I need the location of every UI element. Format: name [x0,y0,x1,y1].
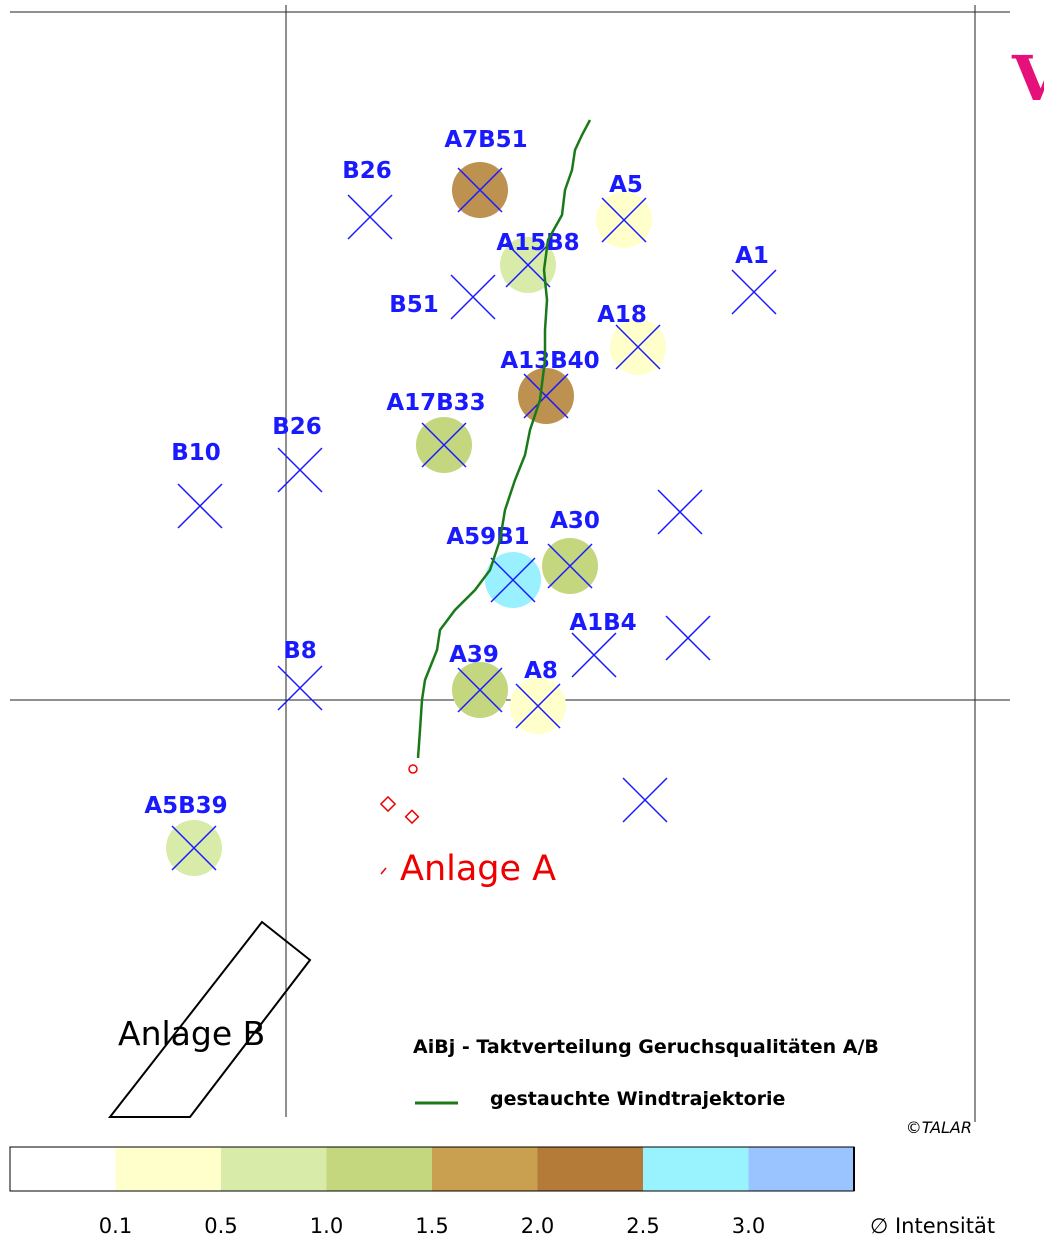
legend-item: AiBj - Taktverteilung Geruchsqualitäten … [413,1036,879,1058]
colorbar-cell [537,1147,643,1191]
marker-label: A13B40 [500,348,599,374]
anlage-b-label: Anlage B [118,1014,265,1053]
marker-label: A18 [597,302,647,328]
marker-label: B26 [342,158,392,184]
cross [347,194,393,240]
cross [490,557,536,603]
marker-label: B10 [171,440,221,466]
cross [277,447,323,493]
colorbar-tick-label: 1.5 [415,1214,448,1237]
marker-label: A8 [524,658,558,684]
markers: B26 A7B51 A5 A15B8 A1 B51 A18 A13B40 A17B33 B26 B1… [144,127,777,876]
cross [571,632,617,678]
colorbar-cell [10,1147,116,1191]
cross [277,665,323,711]
colorbar-tick-label: 3.0 [732,1214,765,1237]
wind-trajectory [416,119,592,759]
marker-label: A7B51 [444,127,527,153]
colorbar-label: ∅ Intensität [870,1214,995,1237]
marker-label: A1B4 [569,610,636,636]
cross [515,683,561,729]
legend-item: gestauchte Windtrajektorie [490,1088,785,1110]
marker-label: A1 [735,243,769,269]
colorbar-cell [326,1147,432,1191]
cross [731,269,777,315]
anlage-a-label: Anlage A [400,849,556,889]
grid-lines [10,5,1010,1122]
colorbar: 0.1 0.5 1.0 1.5 2.0 2.5 3.0 [9,1146,855,1237]
marker-label: A5B39 [144,793,227,819]
cross [171,825,217,871]
colorbar-tick-label: 2.5 [626,1214,659,1237]
colorbar-cell [748,1147,854,1191]
marker-label: A30 [550,508,600,534]
marker-label: A5 [609,172,643,198]
unlabeled-crosses [622,489,711,823]
colorbar-cell [432,1147,538,1191]
cross [457,667,503,713]
cross [450,274,496,320]
colorbar-tick-label: 0.5 [204,1214,237,1237]
marker-label: A15B8 [496,230,579,256]
marker-label: A17B33 [386,390,485,416]
colorbar-tick-label: 2.0 [521,1214,554,1237]
marker-label: B26 [272,414,322,440]
colorbar-cell [643,1147,749,1191]
cross [505,242,551,288]
copyright: ©TALAR [906,1118,972,1137]
colorbar-tick-label: 0.1 [99,1214,132,1237]
corner-title: V [1011,42,1044,115]
colorbar-cell [221,1147,327,1191]
cross [601,197,647,243]
cross [457,167,503,213]
colorbar-tick-label: 1.0 [310,1214,343,1237]
colorbar-cell [115,1147,221,1191]
cross [615,324,661,370]
marker-label: A59B1 [446,524,529,550]
marker-label: B51 [389,292,439,318]
cross [523,373,569,419]
cross [177,483,223,529]
marker-label: A39 [449,642,499,668]
anlage-b-outline [107,920,312,1118]
cross [547,543,593,589]
cross [421,422,467,468]
anlage-a-shapes [379,764,420,875]
marker-label: B8 [283,638,317,664]
